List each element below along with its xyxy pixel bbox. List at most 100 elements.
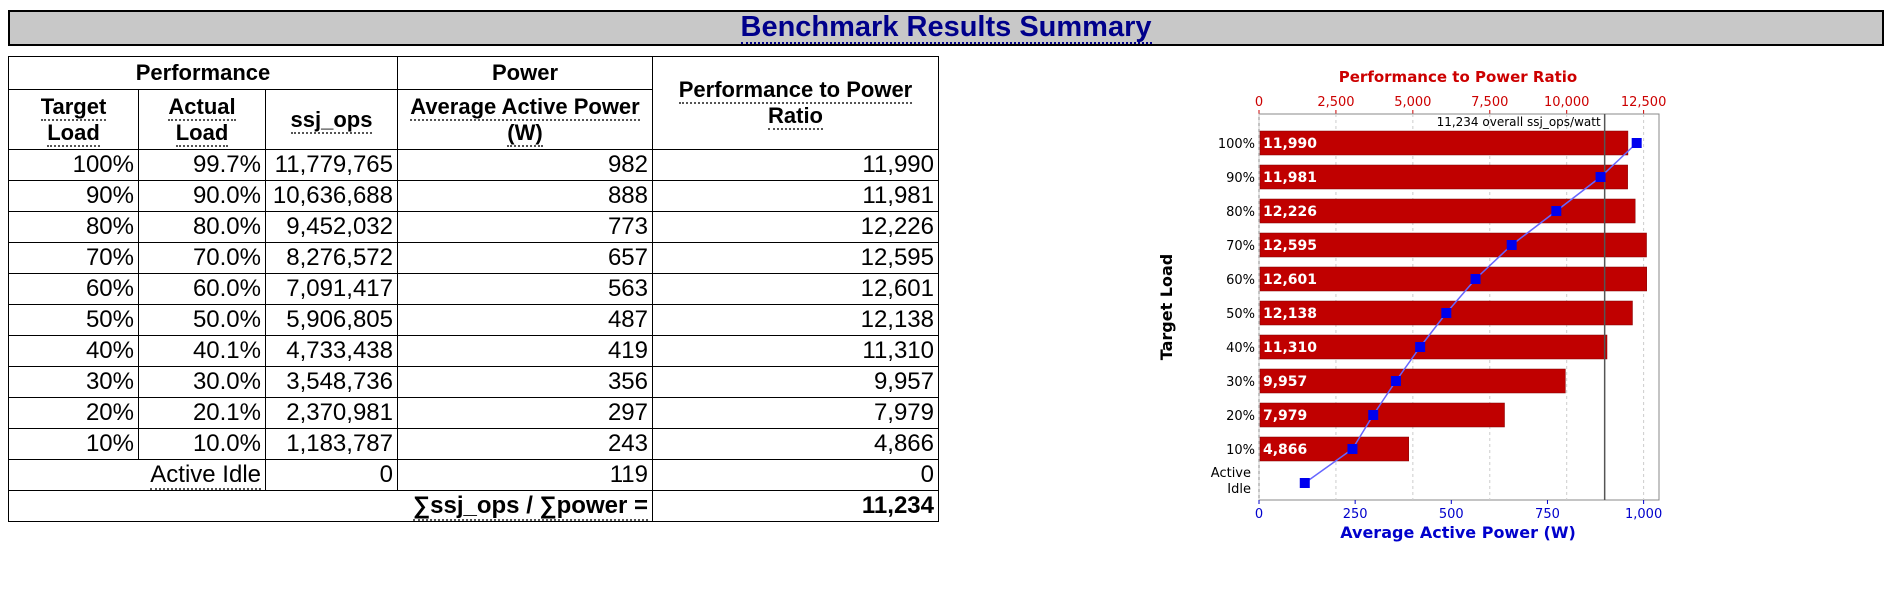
avg-power-cell: 773: [397, 211, 653, 243]
ratio-cell: 0: [652, 459, 939, 491]
power-marker: [1347, 444, 1358, 454]
avg-power-cell: 419: [397, 335, 653, 367]
title-bar: Benchmark Results Summary: [8, 10, 1884, 46]
ratio-bar-label: 9,957: [1263, 374, 1307, 390]
actual-load-cell: 90.0%: [138, 180, 266, 212]
avg-power-cell: 982: [397, 149, 653, 181]
ratio-bar-label: 11,990: [1263, 136, 1317, 152]
ratio-cell: 9,957: [652, 366, 939, 398]
ratio-cell: 11,990: [652, 149, 939, 181]
category-tick-label: 70%: [1226, 239, 1255, 254]
category-tick-label: Idle: [1227, 482, 1251, 497]
table-row: 20% 20.1% 2,370,981 297 7,979: [8, 397, 939, 429]
avg-power-cell: 563: [397, 273, 653, 305]
ratio-bar: [1259, 130, 1629, 156]
ratio-cell: 12,601: [652, 273, 939, 305]
target-load-cell: 70%: [8, 242, 139, 274]
ratio-axis-tick-label: 10,000: [1544, 95, 1590, 110]
actual-load-cell: 50.0%: [138, 304, 266, 336]
power-axis-tick-label: 250: [1343, 507, 1368, 522]
ratio-axis: 0 2,500 5,000 7,500 10,000 12,500: [1255, 95, 1667, 114]
category-tick-label: 30%: [1226, 375, 1255, 390]
ratio-axis-tick-label: 12,500: [1621, 95, 1667, 110]
performance-power-chart: Performance to Power Ratio 0 2,500 5,000 7,…: [1160, 68, 1667, 542]
ratio-bar: [1259, 232, 1647, 258]
category-tick-label: 50%: [1226, 307, 1255, 322]
ratio-bar: [1259, 402, 1505, 428]
target-load-cell: 80%: [8, 211, 139, 243]
x-axis-label: Average Active Power (W): [1340, 523, 1576, 542]
power-marker: [1441, 308, 1452, 318]
category-tick-label: 60%: [1226, 273, 1255, 288]
ratio-bar-label: 11,981: [1263, 170, 1317, 186]
category-tick-label: 20%: [1226, 409, 1255, 424]
ratio-cell: 11,981: [652, 180, 939, 212]
ratio-header: Performance to Power Ratio: [652, 56, 939, 150]
power-series-markers: [1299, 138, 1642, 488]
ratio-cell: 11,310: [652, 335, 939, 367]
ssj-ops-header: ssj_ops: [265, 89, 398, 150]
avg-power-cell: 297: [397, 397, 653, 429]
ratio-bar-label: 7,979: [1263, 408, 1307, 424]
power-axis-tick-label: 750: [1535, 507, 1560, 522]
summary-label-cell: ∑ssj_ops / ∑power =: [8, 490, 653, 522]
target-load-tick-labels: 100% 90% 80% 70% 60% 50% 40% 30% 20% 10% ActiveIdl…: [1211, 137, 1255, 497]
ratio-cell: 12,226: [652, 211, 939, 243]
table-row: 70% 70.0% 8,276,572 657 12,595: [8, 242, 939, 274]
ratio-bar-label: 12,138: [1263, 306, 1317, 322]
actual-load-cell: 40.1%: [138, 335, 266, 367]
power-marker: [1470, 274, 1481, 284]
power-axis-tick-label: 0: [1255, 507, 1263, 522]
ssj-ops-cell: 2,370,981: [265, 397, 398, 429]
category-tick-label: Active: [1211, 466, 1251, 481]
table-row: 30% 30.0% 3,548,736 356 9,957: [8, 366, 939, 398]
ratio-axis-tick-label: 2,500: [1317, 95, 1354, 110]
table-row-active-idle: Active Idle 0 119 0: [8, 459, 939, 491]
avg-power-cell: 888: [397, 180, 653, 212]
ratio-bar: [1259, 266, 1647, 292]
target-load-cell: 90%: [8, 180, 139, 212]
ratio-cell: 12,595: [652, 242, 939, 274]
ssj-ops-cell: 10,636,688: [265, 180, 398, 212]
ratio-bar-label: 4,866: [1263, 442, 1307, 458]
ratio-bar-label: 12,226: [1263, 204, 1317, 220]
chart-title: Performance to Power Ratio: [1339, 68, 1577, 86]
target-load-cell: 40%: [8, 335, 139, 367]
ssj-ops-cell: 3,548,736: [265, 366, 398, 398]
summary-value-cell: 11,234: [652, 490, 939, 522]
power-marker: [1390, 376, 1401, 386]
y-axis-label: Target Load: [1160, 254, 1176, 361]
target-load-header-text: Target Load: [40, 93, 107, 147]
ssj-ops-cell: 0: [265, 459, 398, 491]
page-title: Benchmark Results Summary: [740, 11, 1152, 44]
active-idle-label: Active Idle: [150, 461, 261, 490]
avg-power-cell: 356: [397, 366, 653, 398]
avg-power-cell: 243: [397, 428, 653, 460]
power-marker: [1631, 138, 1642, 148]
table-row: 60% 60.0% 7,091,417 563 12,601: [8, 273, 939, 305]
ratio-bar-label: 12,595: [1263, 238, 1317, 254]
power-axis-tick-label: 500: [1439, 507, 1464, 522]
actual-load-cell: 20.1%: [138, 397, 266, 429]
category-tick-label: 100%: [1218, 137, 1255, 152]
ratio-cell: 4,866: [652, 428, 939, 460]
target-load-cell: 20%: [8, 397, 139, 429]
ssj-ops-header-text: ssj_ops: [290, 106, 373, 134]
table-row: 100% 99.7% 11,779,765 982 11,990: [8, 149, 939, 181]
actual-load-cell: 60.0%: [138, 273, 266, 305]
avg-power-header: Average Active Power (W): [397, 89, 653, 150]
avg-power-cell: 487: [397, 304, 653, 336]
category-tick-label: 40%: [1226, 341, 1255, 356]
table-row: 80% 80.0% 9,452,032 773 12,226: [8, 211, 939, 243]
actual-load-cell: 10.0%: [138, 428, 266, 460]
table-body: 100% 99.7% 11,779,765 982 11,990 90% 90.…: [8, 149, 939, 522]
table-row: 40% 40.1% 4,733,438 419 11,310: [8, 335, 939, 367]
summary-label: ∑ssj_ops / ∑power =: [413, 492, 648, 521]
power-marker: [1506, 240, 1517, 250]
ratio-axis-tick-label: 0: [1255, 95, 1263, 110]
target-load-cell: 100%: [8, 149, 139, 181]
power-marker: [1299, 478, 1310, 488]
overall-ratio-label: 11,234 overall ssj_ops/watt: [1437, 115, 1601, 129]
ratio-cell: 12,138: [652, 304, 939, 336]
actual-load-cell: 70.0%: [138, 242, 266, 274]
